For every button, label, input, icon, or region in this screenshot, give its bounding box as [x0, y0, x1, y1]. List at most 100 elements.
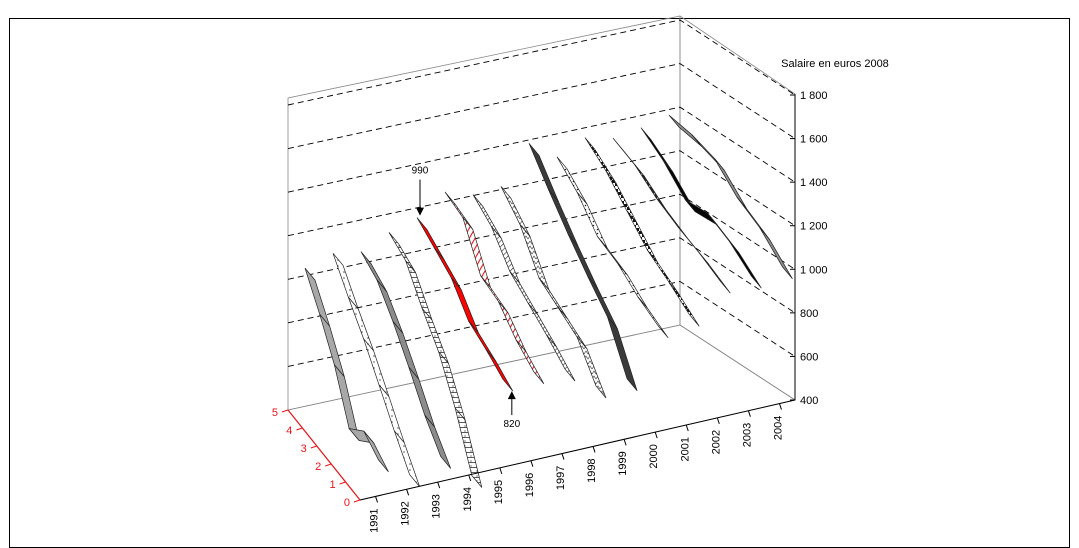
depth-axis-tick-label: 3: [301, 443, 307, 455]
gridline: [287, 63, 796, 150]
ribbon-segment: [462, 217, 491, 288]
ribbon-segment: [538, 277, 569, 320]
category-axis-tick-label: 1998: [586, 458, 598, 482]
category-axis-tick: [530, 460, 534, 467]
gridline: [287, 106, 796, 193]
series-ribbon: [612, 137, 731, 294]
category-axis-tick: [499, 467, 503, 475]
ribbon-segment: [450, 277, 479, 334]
depth-axis-tick: [339, 481, 346, 485]
ribbon-segment: [376, 279, 404, 334]
value-axis-tick-label: 400: [800, 395, 818, 407]
depth-axis-tick: [281, 409, 289, 413]
ribbon-segment: [567, 234, 599, 290]
ribbon-segment: [416, 217, 445, 261]
ribbon-segment: [584, 137, 617, 184]
ribbon-segment: [392, 321, 420, 380]
annotation-label: 990: [412, 166, 429, 177]
ribbon-segment: [509, 271, 539, 316]
ribbon-segment: [408, 366, 436, 428]
category-axis-tick-label: 1997: [555, 466, 567, 490]
ribbon-segment: [388, 232, 416, 273]
annotation-arrowhead: [416, 207, 424, 216]
ribbon-segment: [485, 348, 514, 392]
ribbon-segment: [454, 407, 483, 488]
ribbon-segment: [637, 296, 669, 339]
value-axis-tick-label: 1 600: [800, 134, 828, 146]
ribbon-segment: [698, 252, 731, 294]
ribbon-segment: [576, 192, 608, 249]
ribbon-segment: [714, 158, 748, 210]
ribbon-segment: [605, 170, 638, 223]
ribbon-segment: [527, 303, 557, 348]
series-ribbon: [556, 156, 669, 339]
ribbon-segment: [557, 307, 588, 350]
ribbon-segment: [634, 164, 667, 210]
value-axis-tick-label: 1 000: [800, 264, 828, 276]
category-axis-tick: [685, 424, 689, 432]
category-axis-line: [359, 399, 796, 501]
value-axis-tick-label: 1 400: [800, 177, 828, 189]
ribbon-segment: [576, 336, 607, 399]
ribbon-segment: [393, 430, 420, 487]
ribbon-segment: [647, 250, 679, 294]
category-axis-tick: [375, 496, 379, 503]
ribbon-segment: [500, 186, 531, 237]
annotation-label: 820: [503, 419, 520, 430]
category-axis-tick-label: 1996: [524, 473, 536, 497]
ribbon-segment: [421, 308, 449, 364]
ribbon-segment: [360, 251, 388, 293]
ribbon-segment: [480, 275, 509, 314]
category-axis-tick: [468, 474, 472, 482]
series-ribbon: [388, 232, 483, 488]
depth-axis-tick-label: 5: [272, 407, 278, 419]
category-axis-tick-label: 1993: [431, 494, 443, 518]
ribbon-segment: [546, 334, 576, 382]
gridline: [287, 150, 796, 237]
value-axis-tick-label: 1 800: [800, 90, 828, 102]
depth-axis-tick-label: 4: [286, 425, 292, 437]
series-ribbon: [668, 114, 793, 280]
ribbon-segment: [668, 114, 702, 147]
series-ribbon: [584, 137, 700, 327]
series-ribbon: [304, 267, 389, 473]
ribbon-segment: [378, 384, 405, 444]
annotation-arrowhead: [507, 391, 516, 400]
value-axis-label: Salaire en euros 2008: [781, 58, 889, 70]
ribbon-segment: [472, 194, 502, 239]
ribbon-segment: [304, 267, 331, 327]
category-axis-tick: [654, 431, 658, 439]
ribbon-segment: [405, 260, 433, 321]
category-axis-tick: [778, 403, 782, 410]
ribbon-segment: [491, 226, 521, 284]
depth-axis-tick: [310, 445, 317, 449]
ribbon-segment: [528, 143, 559, 203]
category-axis-tick-label: 1991: [369, 508, 381, 532]
gridline: [287, 19, 796, 106]
category-axis-tick-label: 1992: [400, 501, 412, 525]
ribbon-segment: [556, 156, 588, 205]
series-ribbon: [472, 194, 576, 382]
ribbon-segment: [729, 241, 762, 289]
category-axis-tick-label: 2003: [741, 423, 753, 447]
series-ribbon: [332, 253, 420, 487]
depth-axis-tick-label: 0: [344, 497, 350, 509]
gridline: [287, 280, 796, 367]
ribbon-segment: [607, 316, 638, 392]
ribbon-segment: [433, 247, 462, 291]
series-ribbon: [360, 251, 452, 469]
category-axis-tick: [561, 453, 565, 460]
ribbon-segment: [587, 276, 618, 330]
category-axis-tick-label: 2002: [710, 430, 722, 454]
ribbon-segment: [319, 314, 345, 378]
category-axis-tick-label: 1999: [617, 451, 629, 475]
category-axis-tick: [437, 481, 441, 489]
ribbon-segment: [668, 281, 700, 327]
category-axis-tick-label: 2000: [648, 444, 660, 468]
ribbon-segment: [640, 127, 674, 173]
value-axis-tick-label: 800: [800, 308, 818, 320]
category-axis-tick-label: 1994: [462, 487, 474, 511]
floor: [287, 324, 797, 501]
category-axis-tick: [623, 439, 627, 446]
